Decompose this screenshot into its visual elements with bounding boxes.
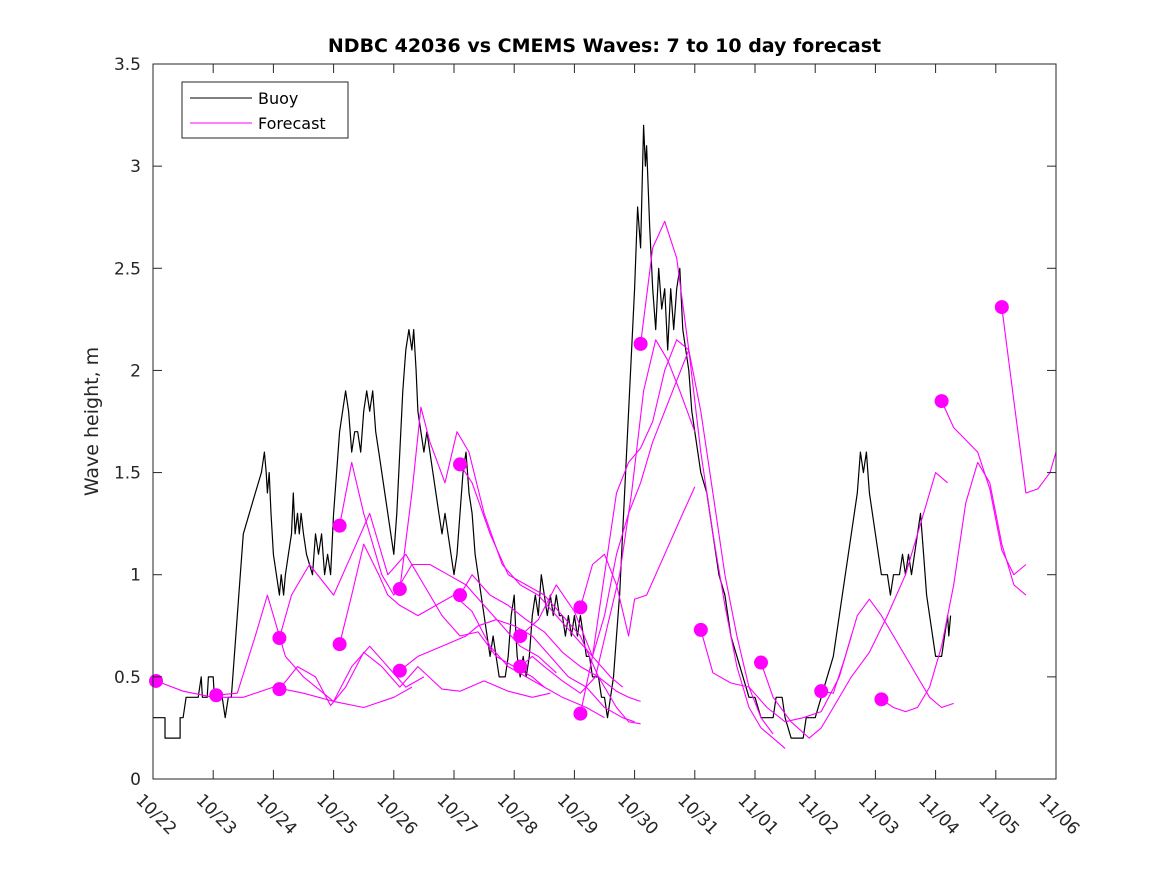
forecast-start-marker: [209, 688, 224, 703]
forecast-series-line: [459, 464, 641, 725]
y-tick-label: 0: [130, 770, 141, 790]
legend-box: [181, 81, 349, 139]
forecast-series-line: [278, 651, 551, 707]
forecast-start-marker: [693, 622, 708, 637]
y-tick-label: 1: [130, 566, 141, 586]
legend-label-buoy: Buoy: [258, 89, 298, 108]
forecast-start-marker: [392, 663, 407, 678]
plot-area: [153, 64, 1056, 779]
forecast-start-marker: [513, 629, 528, 643]
forecast-series-line: [640, 220, 786, 749]
y-tick-label: 2.5: [114, 259, 141, 279]
forecast-series-line: [579, 339, 774, 735]
forecast-start-marker: [573, 706, 588, 721]
forecast-series-line: [941, 400, 1027, 576]
forecast-series-line: [760, 472, 948, 739]
forecast-start-marker: [272, 682, 287, 697]
forecast-start-marker: [392, 582, 407, 597]
forecast-series-line: [519, 349, 690, 657]
forecast-start-marker: [633, 336, 648, 351]
forecast-start-marker: [754, 655, 769, 670]
forecast-start-marker: [874, 692, 889, 707]
forecast-series-line: [459, 574, 641, 702]
forecast-series-line: [278, 512, 545, 688]
forecast-series-line: [339, 461, 557, 674]
y-tick-label: 3: [130, 157, 141, 177]
forecast-start-marker: [513, 659, 528, 674]
forecast-series-line: [155, 680, 413, 709]
y-tick-label: 3.5: [114, 55, 141, 75]
y-tick-label: 1.5: [114, 464, 141, 484]
series-layer: [153, 124, 1057, 749]
legend-label-forecast: Forecast: [258, 114, 326, 133]
marker-layer: [149, 300, 1009, 721]
y-tick-label: 0.5: [114, 668, 141, 688]
forecast-series-line: [399, 406, 623, 688]
forecast-start-marker: [332, 637, 347, 652]
forecast-series-line: [579, 486, 696, 637]
forecast-series-line: [519, 339, 696, 694]
forecast-start-marker: [994, 300, 1009, 315]
axes-box: [152, 63, 1057, 780]
forecast-start-marker: [573, 600, 588, 615]
forecast-start-marker: [453, 457, 468, 472]
forecast-series-line: [821, 598, 954, 709]
forecast-start-marker: [814, 684, 829, 699]
forecast-start-marker: [332, 518, 347, 533]
forecast-series-line: [881, 461, 1027, 713]
forecast-start-marker: [272, 631, 287, 646]
legend: Buoy Forecast: [181, 81, 349, 139]
y-axis-label: Wave height, m: [81, 347, 103, 496]
forecast-series-line: [1001, 307, 1057, 494]
forecast-series-line: [700, 629, 852, 723]
forecast-start-marker: [149, 673, 164, 688]
forecast-start-marker: [934, 394, 949, 409]
y-tick-label: 2: [130, 361, 141, 381]
forecast-start-marker: [453, 588, 468, 603]
forecast-series-line: [216, 594, 425, 702]
chart-title: NDBC 42036 vs CMEMS Waves: 7 to 10 day f…: [328, 35, 881, 57]
